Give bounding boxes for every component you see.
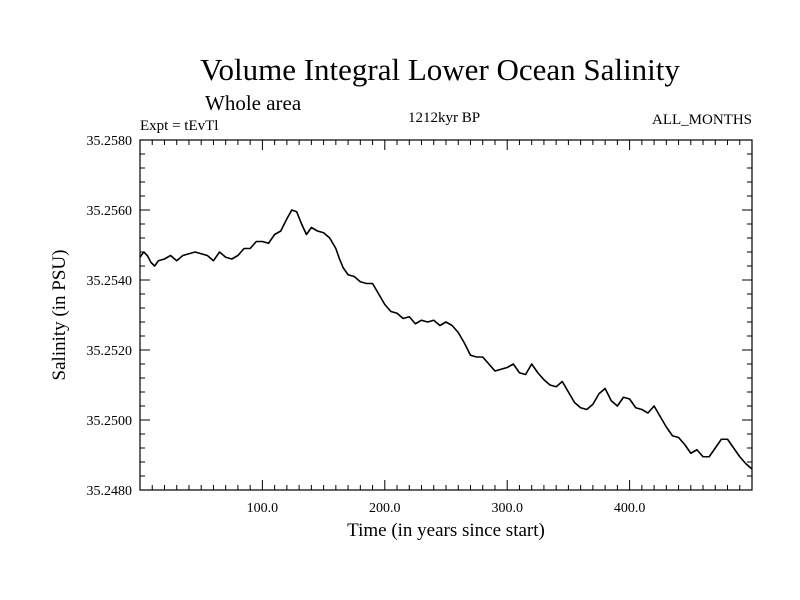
chart-title: Volume Integral Lower Ocean Salinity [200, 52, 680, 87]
experiment-label: Expt = tEvTl [140, 118, 218, 134]
period-label: 1212kyr BP [408, 110, 480, 126]
chart-subtitle: Whole area [205, 91, 302, 115]
y-tick-label: 35.2520 [87, 344, 133, 359]
y-tick-label: 35.2540 [87, 274, 133, 289]
plot-frame [139, 139, 753, 491]
x-tick-label: 300.0 [491, 501, 523, 516]
y-tick-label: 35.2480 [87, 484, 133, 499]
y-axis-label: Salinity (in PSU) [49, 250, 70, 381]
y-tick-label: 35.2580 [87, 134, 133, 149]
x-tick-label: 400.0 [614, 501, 646, 516]
y-axis: 35.2480 35.2500 35.2520 35.2540 35.2560 35.25… [87, 134, 752, 499]
x-tick-label: 100.0 [247, 501, 279, 516]
x-axis-label: Time (in years since start) [347, 520, 545, 541]
y-tick-label: 35.2560 [87, 204, 133, 219]
x-axis: 100.0 200.0 300.0 400.0 [151, 140, 741, 516]
y-tick-label: 35.2500 [87, 414, 133, 429]
salinity-series-line [139, 209, 753, 470]
months-label: ALL_MONTHS [652, 112, 752, 128]
x-tick-label: 200.0 [369, 501, 401, 516]
